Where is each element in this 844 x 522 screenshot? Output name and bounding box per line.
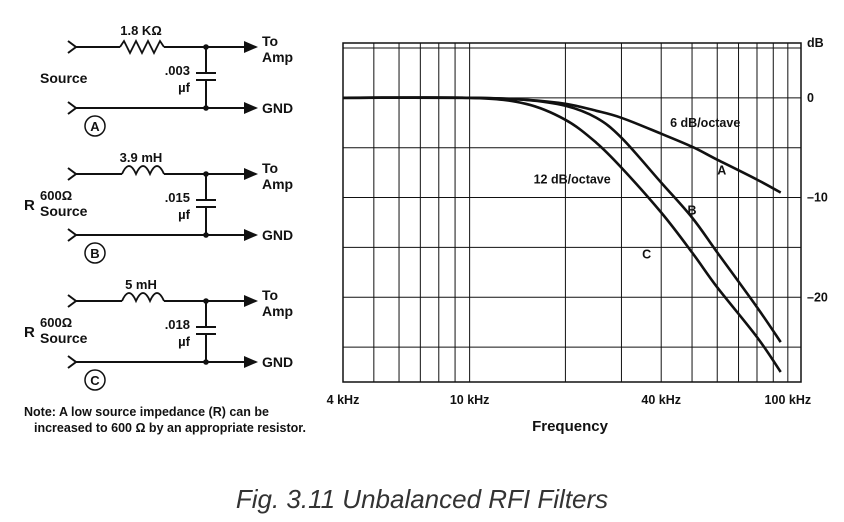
series-line-c	[342, 96, 782, 373]
output-arrow-amp	[244, 295, 258, 307]
circuit-id-letter: C	[90, 373, 100, 388]
inductor-symbol	[121, 292, 165, 304]
plot-frame	[342, 42, 802, 383]
output-arrow-gnd	[244, 356, 258, 368]
circuit-id-badge	[84, 369, 106, 391]
source-label: Source	[40, 70, 88, 86]
to-amp-label-amp: Amp	[262, 303, 293, 319]
circuit-id-letter: A	[90, 119, 100, 134]
gnd-label: GND	[262, 354, 293, 370]
output-arrow-gnd	[244, 102, 258, 114]
output-arrow-amp	[244, 41, 258, 53]
capacitor-unit-label: µf	[178, 334, 190, 349]
circuit-id-badge	[84, 115, 106, 137]
series-value-label: 5 mH	[125, 277, 157, 292]
to-amp-label-amp: Amp	[262, 49, 293, 65]
capacitor-value-label: .018	[165, 317, 190, 332]
impedance-note: Note: A low source impedance (R) can be …	[24, 404, 306, 436]
series-value-label: 1.8 KΩ	[120, 23, 162, 38]
chart-annotation: 6 dB/octave	[670, 116, 740, 130]
vertical-grid	[373, 43, 789, 382]
input-terminal-bottom	[67, 228, 78, 242]
circuit-id-badge	[84, 242, 106, 264]
series-line-b	[342, 96, 782, 343]
figure-caption: Fig. 3.11 Unbalanced RFI Filters	[235, 484, 609, 514]
y-tick-label: 0	[807, 91, 814, 105]
capacitor-unit-label: µf	[178, 207, 190, 222]
chart-annotation: B	[688, 204, 697, 218]
x-axis-label: Frequency	[532, 418, 608, 435]
to-amp-label-to: To	[262, 160, 278, 176]
to-amp-label-to: To	[262, 287, 278, 303]
input-terminal-bottom	[67, 355, 78, 369]
x-tick-label: 40 kHz	[641, 393, 681, 407]
gnd-label: GND	[262, 227, 293, 243]
capacitor-unit-label: µf	[178, 80, 190, 95]
y-tick-label: –20	[807, 290, 828, 304]
note-line-2: increased to 600 Ω by an appropriate res…	[34, 421, 306, 435]
source-r-label: R	[24, 197, 35, 214]
source-label: Source	[40, 330, 88, 346]
input-terminal-bottom	[67, 101, 78, 115]
input-terminal-top	[67, 167, 78, 181]
note-line-1: Note: A low source impedance (R) can be	[24, 405, 269, 419]
series-value-label: 3.9 mH	[120, 150, 163, 165]
gnd-label: GND	[262, 100, 293, 116]
capacitor-value-label: .015	[165, 190, 190, 205]
circuit-id-letter: B	[90, 246, 99, 261]
resistor-symbol	[119, 38, 165, 56]
to-amp-label-amp: Amp	[262, 176, 293, 192]
source-label: Source	[40, 203, 88, 219]
output-arrow-gnd	[244, 229, 258, 241]
source-impedance-label: 600Ω	[40, 315, 72, 330]
capacitor-value-label: .003	[165, 63, 190, 78]
y-tick-label: –10	[807, 191, 828, 205]
x-tick-label: 100 kHz	[765, 393, 812, 407]
x-tick-label: 4 kHz	[327, 393, 360, 407]
source-r-label: R	[24, 324, 35, 341]
chart-annotation: A	[717, 164, 726, 178]
x-tick-label: 10 kHz	[450, 393, 490, 407]
inductor-symbol	[121, 165, 165, 177]
chart-annotation: C	[642, 247, 651, 261]
source-impedance-label: 600Ω	[40, 188, 72, 203]
horizontal-grid	[343, 47, 801, 348]
input-terminal-top	[67, 294, 78, 308]
frequency-response-chart: 4 kHz 10 kHz 40 kHz 100 kHz dB 0 –10 –20 6 dB/oc…	[327, 36, 828, 407]
output-arrow-amp	[244, 168, 258, 180]
y-unit-label: dB	[807, 36, 824, 50]
to-amp-label-to: To	[262, 33, 278, 49]
chart-annotation: 12 dB/octave	[534, 173, 611, 187]
input-terminal-top	[67, 40, 78, 54]
